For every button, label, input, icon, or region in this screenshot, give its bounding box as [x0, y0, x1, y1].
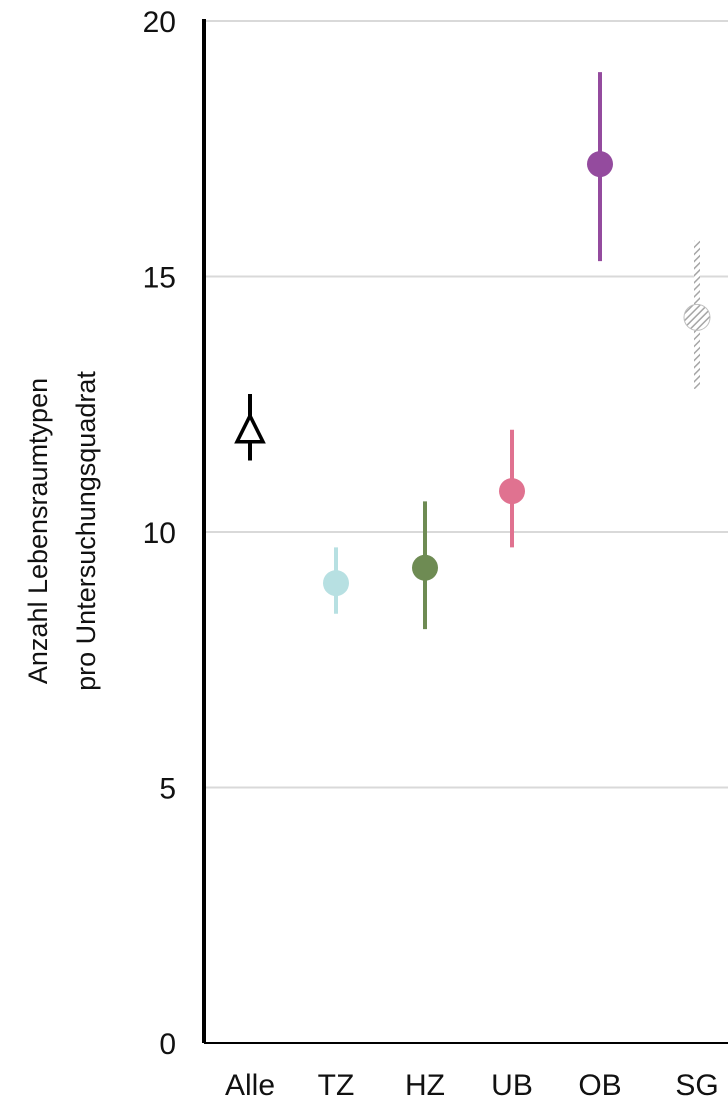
y-tick-label: 5 [159, 773, 176, 806]
y-tick-label: 20 [143, 6, 176, 39]
y-axis-title-line-1: Anzahl Lebensraumtypen [23, 378, 53, 684]
point-marker-sg [683, 303, 711, 331]
x-category-label-alle: Alle [225, 1069, 275, 1102]
point-marker-tz [323, 570, 349, 597]
x-category-label-ub: UB [491, 1069, 533, 1102]
point-marker-ub [499, 478, 525, 505]
y-tick-label: 0 [159, 1028, 176, 1061]
x-category-labels: Alle TZ HZ UB OB SG [225, 1069, 719, 1102]
point-marker-ob [587, 151, 613, 178]
x-category-label-hz: HZ [405, 1069, 445, 1102]
gridlines [204, 20, 728, 789]
x-category-label-ob: OB [578, 1069, 621, 1102]
y-tick-labels: 0 5 10 15 20 [143, 6, 176, 1061]
y-tick-label: 15 [143, 262, 176, 295]
x-category-label-sg: SG [675, 1069, 718, 1102]
y-axis-title-line-2: pro Untersuchungsquadrat [71, 371, 101, 691]
data-marks [234, 72, 711, 630]
y-tick-label: 10 [143, 517, 176, 550]
x-category-label-tz: TZ [318, 1069, 355, 1102]
point-marker-alle [234, 411, 266, 444]
point-marker-hz [412, 554, 438, 581]
